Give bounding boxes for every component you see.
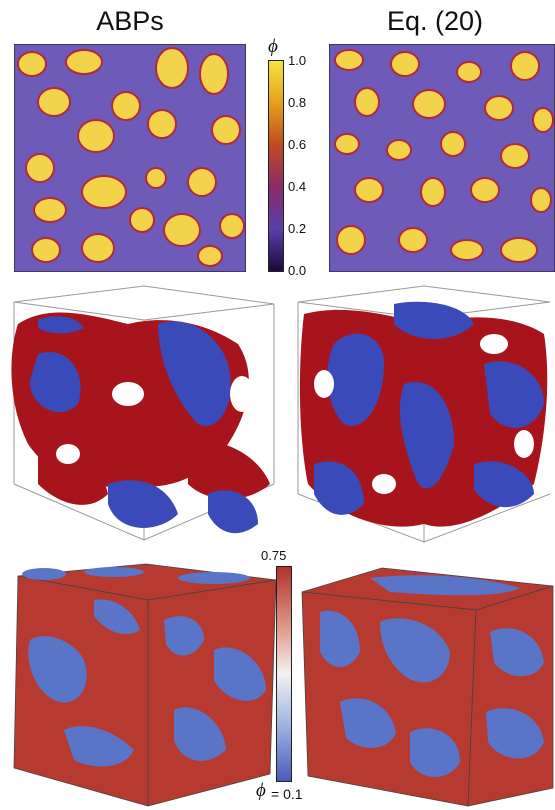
abps-2d-snapshot — [14, 44, 246, 272]
colorbar-tick-0-0: 0.0 — [288, 263, 307, 278]
colorbar-tick-0-4: 0.4 — [288, 179, 307, 194]
column-title-eq20: Eq. (20) — [386, 6, 484, 36]
colorbar-tick-1-0: 1.0 — [288, 53, 307, 68]
colorbar-bottom-top-label: 0.75 — [261, 548, 287, 563]
abps-3d-density-cube — [4, 560, 286, 808]
eq20-3d-density-cube — [300, 562, 555, 808]
colorbar-tick-0-8: 0.8 — [288, 95, 307, 110]
eq20-3d-isosurface — [294, 284, 555, 546]
colorbar-bottom-phi-symbol: ϕ — [256, 780, 266, 801]
colorbar-bottom-bottom-value: = 0.1 — [271, 786, 303, 802]
colorbar-tick-0-2: 0.2 — [288, 221, 307, 236]
colorbar-top — [268, 60, 284, 272]
abps-3d-isosurface — [8, 284, 280, 546]
colorbar-bottom — [276, 566, 292, 782]
column-title-abps: ABPs — [96, 6, 164, 36]
colorbar-tick-0-6: 0.6 — [288, 137, 307, 152]
eq20-2d-snapshot — [329, 44, 555, 272]
colorbar-phi-symbol: ϕ — [268, 36, 278, 57]
